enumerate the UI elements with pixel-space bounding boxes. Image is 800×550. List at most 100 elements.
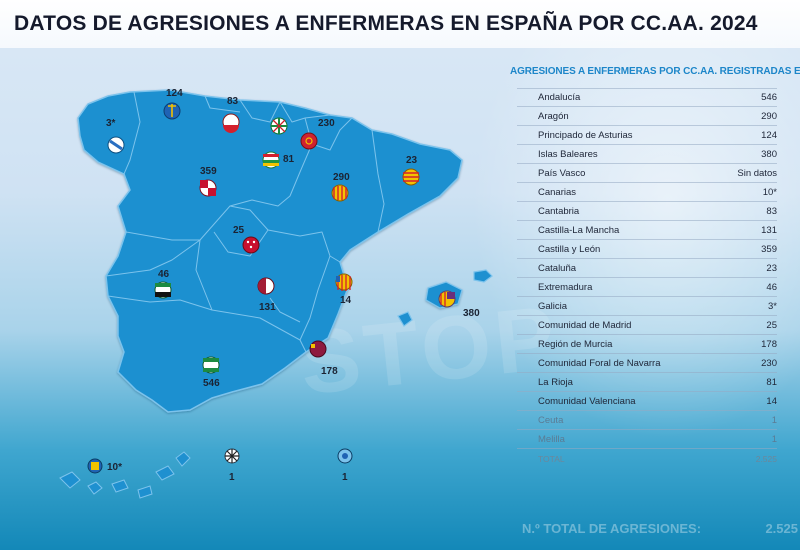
- marker-canarias[interactable]: 10*: [87, 458, 122, 474]
- region-value: 10*: [762, 186, 777, 198]
- label-asturias: 124: [166, 88, 183, 99]
- label-madrid: 25: [233, 225, 245, 236]
- marker-melilla[interactable]: 1: [337, 448, 353, 483]
- region-name: Cantabria: [538, 205, 580, 217]
- label-extremadura: 46: [158, 269, 170, 280]
- region-value: 81: [766, 376, 777, 388]
- label-baleares: 380: [463, 308, 480, 319]
- marker-andalucia[interactable]: 546: [202, 356, 220, 389]
- marker-pais-vasco[interactable]: [270, 117, 288, 135]
- region-value: 46: [766, 281, 777, 293]
- marker-baleares[interactable]: 380: [438, 290, 480, 319]
- marker-ceuta[interactable]: 1: [224, 448, 240, 483]
- footer-total-label: N.º TOTAL DE AGRESIONES:: [522, 521, 702, 536]
- region-value: 83: [766, 205, 777, 217]
- baleares-island-menorca: [473, 269, 493, 283]
- label-andalucia: 546: [203, 378, 220, 389]
- label-aragon: 290: [333, 172, 350, 183]
- table-row: Castilla-La Mancha 131: [517, 221, 777, 240]
- region-name: País Vasco: [538, 167, 586, 179]
- table-row: Región de Murcia 178: [517, 335, 777, 354]
- table-row: Comunidad Valenciana 14: [517, 392, 777, 411]
- table-row: Islas Baleares 380: [517, 145, 777, 164]
- table-title: AGRESIONES A ENFERMERAS POR CC.AA. REGIS…: [510, 66, 800, 77]
- region-name: Comunidad Valenciana: [538, 395, 636, 407]
- marker-cataluna[interactable]: 23: [402, 155, 420, 186]
- region-name: La Rioja: [538, 376, 573, 388]
- label-navarra: 230: [318, 118, 335, 129]
- region-name: Galicia: [538, 300, 568, 312]
- table-row: Cataluña 23: [517, 259, 777, 278]
- marker-extremadura[interactable]: 46: [154, 269, 172, 299]
- label-la-rioja: 81: [283, 154, 295, 165]
- marker-la-rioja[interactable]: 81: [262, 151, 295, 169]
- region-name: Canarias: [538, 186, 577, 198]
- peninsula-shape: [77, 89, 463, 413]
- region-value: 131: [761, 224, 777, 236]
- table-row: La Rioja 81: [517, 373, 777, 392]
- label-canarias: 10*: [107, 462, 122, 473]
- page-title: DATOS DE AGRESIONES A ENFERMERAS EN ESPA…: [14, 12, 758, 35]
- region-name: Andalucía: [538, 92, 581, 103]
- label-castilla-la-mancha: 131: [259, 302, 276, 313]
- region-name: Cataluña: [538, 262, 577, 274]
- table-total-row: TOTAL 2.525: [517, 449, 777, 468]
- table-body: Andalucía 546 Aragón 290 Principado de Ast…: [517, 88, 777, 468]
- region-value: 3*: [768, 300, 777, 312]
- region-name: Aragón: [538, 110, 569, 122]
- region-value: 359: [761, 243, 777, 255]
- table-row: Castilla y León 359: [517, 240, 777, 259]
- table-row: Principado de Asturias 124: [517, 126, 777, 145]
- table-row: Aragón 290: [517, 107, 777, 126]
- region-value: Sin datos: [737, 167, 777, 179]
- label-galicia: 3*: [106, 118, 116, 129]
- region-value: 380: [761, 148, 777, 160]
- marker-castilla-la-mancha[interactable]: 131: [257, 277, 276, 313]
- footer-total: N.º TOTAL DE AGRESIONES: 2.525: [522, 521, 798, 536]
- label-castilla-leon: 359: [200, 166, 217, 177]
- marker-galicia[interactable]: 3*: [106, 118, 125, 154]
- table-row: Canarias 10*: [517, 183, 777, 202]
- region-name: Extremadura: [538, 281, 593, 293]
- region-value: 546: [761, 92, 777, 103]
- region-name: Región de Murcia: [538, 338, 613, 350]
- marker-navarra[interactable]: 230: [300, 118, 335, 150]
- region-name: Castilla y León: [538, 243, 601, 255]
- marker-cantabria[interactable]: 83: [222, 96, 240, 133]
- region-name: Castilla-La Mancha: [538, 224, 620, 236]
- marker-madrid[interactable]: 25: [233, 225, 260, 254]
- label-cantabria: 83: [227, 96, 239, 107]
- marker-asturias[interactable]: 124: [163, 88, 183, 120]
- marker-valenciana[interactable]: 14: [335, 273, 353, 306]
- regions-table: AGRESIONES A ENFERMERAS POR CC.AA. REGIS…: [510, 66, 800, 468]
- table-row: Comunidad de Madrid 25: [517, 316, 777, 335]
- region-value: 290: [761, 110, 777, 122]
- table-row: Ceuta 1: [517, 411, 777, 430]
- region-value: 25: [766, 319, 777, 331]
- marker-castilla-leon[interactable]: 359: [199, 166, 217, 197]
- table-row: País Vasco Sin datos: [517, 164, 777, 183]
- region-value: 1: [771, 414, 777, 426]
- region-name: Principado de Asturias: [538, 129, 633, 141]
- region-value: 1: [771, 433, 777, 445]
- marker-aragon[interactable]: 290: [331, 172, 350, 202]
- region-name: Comunidad Foral de Navarra: [538, 357, 661, 369]
- marker-murcia[interactable]: 178: [309, 340, 338, 377]
- table-row: Andalucía 546: [517, 88, 777, 107]
- region-value: 230: [761, 357, 777, 369]
- region-name: Islas Baleares: [538, 148, 598, 160]
- label-valenciana: 14: [340, 295, 352, 306]
- table-row: Cantabria 83: [517, 202, 777, 221]
- table-row: Melilla 1: [517, 430, 777, 449]
- canarias-islands: [59, 451, 191, 499]
- region-name: Comunidad de Madrid: [538, 319, 632, 331]
- footer-total-value: 2.525: [765, 521, 798, 536]
- label-ceuta: 1: [229, 472, 235, 483]
- region-name: Melilla: [538, 433, 565, 445]
- region-value: 23: [766, 262, 777, 274]
- total-label: TOTAL: [538, 453, 565, 464]
- region-value: 178: [761, 338, 777, 350]
- label-cataluna: 23: [406, 155, 418, 166]
- label-murcia: 178: [321, 366, 338, 377]
